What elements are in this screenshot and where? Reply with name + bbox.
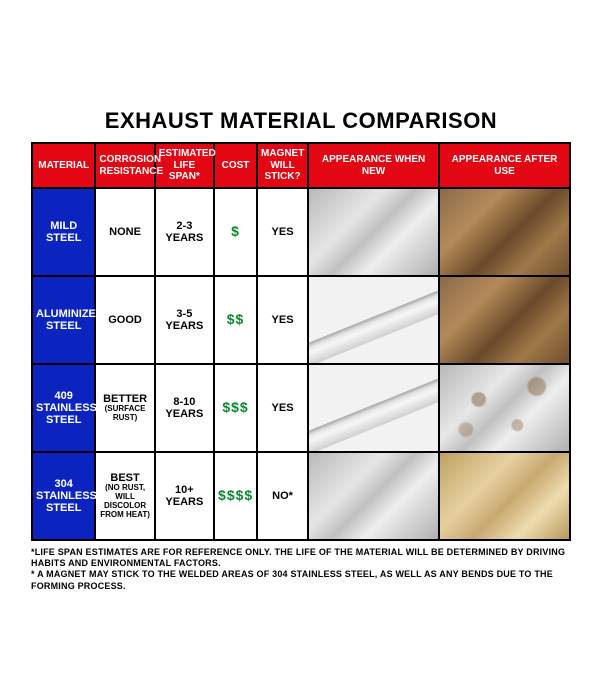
comparison-table: MATERIAL CORROSION RESISTANCE ESTIMATED … <box>31 142 571 541</box>
col-material: MATERIAL <box>32 143 95 188</box>
col-appearance-new: APPEARANCE WHEN NEW <box>308 143 439 188</box>
cell-appearance-used <box>439 364 570 452</box>
cell-corrosion: GOOD <box>95 276 154 364</box>
cell-magnet: YES <box>257 276 308 364</box>
material-swatch-used <box>440 365 569 451</box>
table-header-row: MATERIAL CORROSION RESISTANCE ESTIMATED … <box>32 143 570 188</box>
cell-lifespan: 8-10 YEARS <box>155 364 214 452</box>
table-row: 304 STAINLESS STEELBEST(NO RUST, WILL DI… <box>32 452 570 540</box>
footnotes: *LIFE SPAN ESTIMATES ARE FOR REFERENCE O… <box>31 547 571 592</box>
cell-lifespan: 10+ YEARS <box>155 452 214 540</box>
cell-appearance-new <box>308 364 439 452</box>
col-appearance-used: APPEARANCE AFTER USE <box>439 143 570 188</box>
table-row: MILD STEEL NONE 2-3 YEARS$YES <box>32 188 570 276</box>
material-swatch-new <box>309 189 438 275</box>
cell-lifespan: 3-5 YEARS <box>155 276 214 364</box>
cell-corrosion: NONE <box>95 188 154 276</box>
material-swatch-new <box>308 368 439 452</box>
cell-corrosion: BEST(NO RUST, WILL DISCOLOR FROM HEAT) <box>95 452 154 540</box>
cell-appearance-used <box>439 276 570 364</box>
cell-corrosion: BETTER(SURFACE RUST) <box>95 364 154 452</box>
table-row: ALUMINIZED STEEL GOOD 3-5 YEARS$$YES <box>32 276 570 364</box>
material-swatch-used <box>440 453 569 539</box>
corrosion-value: NONE <box>109 226 141 238</box>
row-material: 409 STAINLESS STEEL <box>32 364 95 452</box>
cell-appearance-new <box>308 188 439 276</box>
footnote-lifespan: *LIFE SPAN ESTIMATES ARE FOR REFERENCE O… <box>31 547 565 568</box>
cell-appearance-new <box>308 452 439 540</box>
cell-appearance-used <box>439 452 570 540</box>
cell-lifespan: 2-3 YEARS <box>155 188 214 276</box>
page-title: EXHAUST MATERIAL COMPARISON <box>31 108 571 134</box>
material-swatch-used <box>440 189 569 275</box>
corrosion-value: GOOD <box>108 314 142 326</box>
cell-appearance-new <box>308 276 439 364</box>
col-corrosion: CORROSION RESISTANCE <box>95 143 154 188</box>
row-material: MILD STEEL <box>32 188 95 276</box>
table-row: 409 STAINLESS STEELBETTER(SURFACE RUST)8… <box>32 364 570 452</box>
cell-appearance-used <box>439 188 570 276</box>
cell-cost: $$$$ <box>214 452 257 540</box>
corrosion-note: (SURFACE RUST) <box>99 405 150 423</box>
material-swatch-used <box>440 277 569 363</box>
cell-cost: $$ <box>214 276 257 364</box>
cell-magnet: YES <box>257 364 308 452</box>
material-swatch-new <box>308 280 439 364</box>
col-cost: COST <box>214 143 257 188</box>
corrosion-note: (NO RUST, WILL DISCOLOR FROM HEAT) <box>99 484 150 519</box>
col-magnet: MAGNET WILL STICK? <box>257 143 308 188</box>
material-swatch-new <box>309 453 438 539</box>
footnote-magnet: * A MAGNET MAY STICK TO THE WELDED AREAS… <box>31 569 553 590</box>
cell-cost: $$$ <box>214 364 257 452</box>
cell-cost: $ <box>214 188 257 276</box>
row-material: 304 STAINLESS STEEL <box>32 452 95 540</box>
cell-magnet: YES <box>257 188 308 276</box>
row-material: ALUMINIZED STEEL <box>32 276 95 364</box>
cell-magnet: NO* <box>257 452 308 540</box>
col-lifespan: ESTIMATED LIFE SPAN* <box>155 143 214 188</box>
comparison-sheet: EXHAUST MATERIAL COMPARISON MATERIAL COR… <box>17 96 585 604</box>
